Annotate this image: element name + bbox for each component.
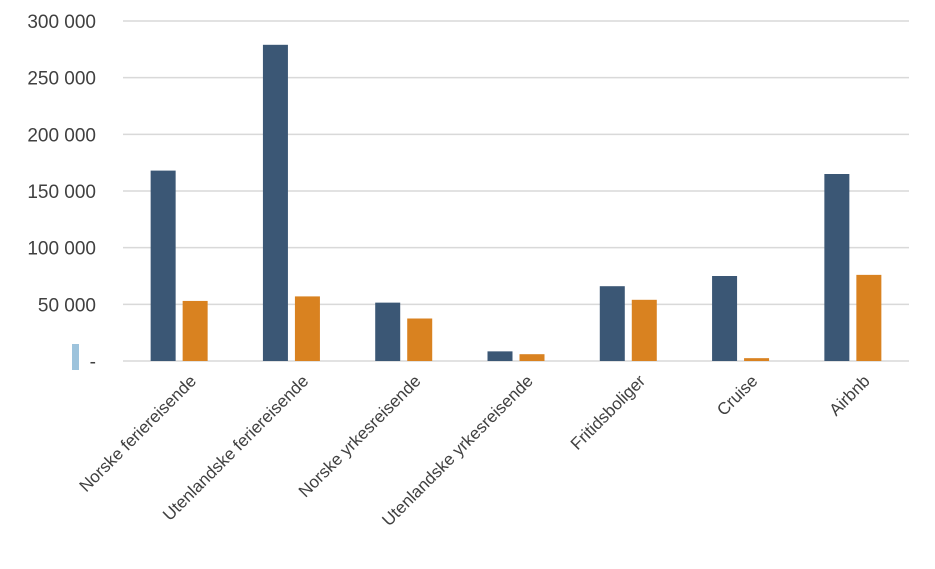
category-label: Norske yrkesreisende <box>295 371 425 501</box>
bar-series-2 <box>294 296 320 361</box>
category-label: Fritidsboliger <box>567 371 649 453</box>
y-tick-label: 50 000 <box>38 295 96 316</box>
gridlines <box>123 20 909 362</box>
y-tick-label: 300 000 <box>27 12 96 33</box>
y-tick-label: 150 000 <box>27 182 96 203</box>
category-label: Airbnb <box>826 371 874 419</box>
y-tick-label: 250 000 <box>27 69 96 90</box>
bar-series-2 <box>407 318 433 361</box>
bar-series-1 <box>375 302 401 361</box>
y-tick-label: - <box>90 352 96 373</box>
legend-marker <box>72 344 79 370</box>
bar-series-2 <box>631 299 657 361</box>
bar-series-2 <box>744 358 770 361</box>
y-tick-label: 100 000 <box>27 239 96 260</box>
bars <box>150 44 882 362</box>
bar-series-1 <box>487 351 513 361</box>
bar-series-2 <box>182 300 208 361</box>
bar-series-2 <box>519 354 545 361</box>
bar-series-1 <box>599 286 625 361</box>
bar-series-1 <box>150 170 176 361</box>
bar-series-1 <box>712 276 738 361</box>
bar-series-1 <box>262 44 288 362</box>
y-tick-label: 200 000 <box>27 125 96 146</box>
bar-series-2 <box>856 274 882 361</box>
category-label: Norske feriereisende <box>76 371 200 495</box>
category-label: Cruise <box>713 371 761 419</box>
y-axis: - 50 000 100 000 150 000 200 000 250 000 300 0… <box>27 12 96 373</box>
bar-series-1 <box>824 174 850 361</box>
